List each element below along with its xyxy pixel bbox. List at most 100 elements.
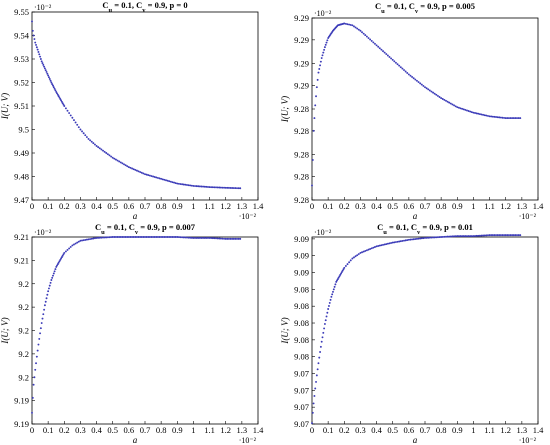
- data-point: [237, 187, 240, 190]
- data-series: [31, 20, 242, 190]
- data-point: [319, 60, 322, 63]
- data-point: [53, 270, 56, 273]
- data-point: [173, 236, 176, 238]
- data-point: [114, 236, 117, 238]
- data-point: [474, 112, 476, 114]
- data-point: [52, 272, 55, 275]
- x-axis-multiplier: ·10⁻²: [239, 436, 257, 445]
- data-point: [42, 313, 45, 316]
- y-tick-label: 9.21: [14, 232, 29, 242]
- data-point: [333, 285, 336, 288]
- data-point: [51, 276, 54, 279]
- data-point: [77, 126, 80, 129]
- x-tick-label: 1.4: [533, 425, 544, 435]
- data-point: [81, 239, 83, 242]
- data-point: [316, 78, 319, 81]
- data-point: [49, 281, 52, 284]
- data-point: [393, 241, 396, 244]
- data-point: [190, 184, 193, 187]
- data-point: [351, 24, 354, 27]
- x-tick-label: 0.5: [107, 425, 118, 435]
- data-point: [490, 115, 493, 118]
- data-point: [337, 276, 340, 279]
- data-point: [226, 186, 229, 189]
- x-tick-label: 1.4: [533, 201, 544, 211]
- data-point: [414, 78, 417, 81]
- x-tick-label: 1: [191, 201, 195, 211]
- data-point: [73, 243, 75, 246]
- data-point: [383, 51, 386, 54]
- data-point: [417, 81, 420, 84]
- data-point: [213, 237, 216, 240]
- data-point: [203, 236, 206, 239]
- title-subscript: v: [142, 7, 146, 14]
- data-point: [195, 185, 198, 188]
- data-point: [134, 236, 137, 238]
- data-point: [485, 114, 488, 117]
- chart-title: Cu = 0.1, Cv = 0.9, p = 0: [102, 0, 187, 14]
- data-point: [436, 236, 439, 239]
- data-point: [221, 186, 224, 189]
- data-point: [456, 106, 459, 109]
- data-point: [61, 102, 64, 105]
- x-tick-label: 0.7: [140, 425, 151, 435]
- data-point: [498, 234, 501, 237]
- data-point: [224, 237, 227, 240]
- data-point: [351, 257, 354, 260]
- data-point: [399, 66, 402, 69]
- data-point: [207, 186, 209, 188]
- data-point: [311, 159, 314, 161]
- data-point: [60, 100, 63, 103]
- data-point: [357, 253, 360, 255]
- data-point: [396, 240, 399, 243]
- data-point: [491, 234, 494, 237]
- data-point: [443, 98, 446, 101]
- y-tick-label: 9.49: [14, 148, 29, 158]
- plot-frame: [311, 17, 539, 201]
- data-point: [487, 114, 489, 117]
- data-point: [216, 237, 219, 240]
- data-point: [168, 236, 171, 238]
- data-point: [36, 349, 39, 352]
- data-point: [507, 117, 510, 120]
- data-point: [386, 242, 389, 245]
- data-point: [336, 278, 339, 281]
- y-tick-label: 9.5: [18, 125, 29, 135]
- data-point: [353, 256, 355, 259]
- y-tick-label: 9.47: [14, 195, 29, 205]
- data-point: [42, 63, 45, 66]
- data-point: [322, 331, 325, 334]
- data-point: [208, 236, 211, 239]
- data-point: [211, 237, 214, 240]
- data-point: [365, 249, 368, 252]
- data-point: [205, 236, 208, 239]
- data-point: [359, 251, 362, 254]
- data-point: [432, 236, 435, 239]
- data-point: [391, 241, 394, 244]
- title-part: = 0.9, p = 0: [146, 0, 188, 10]
- data-point: [56, 263, 59, 266]
- data-point: [446, 100, 449, 103]
- data-point: [514, 117, 517, 120]
- data-point: [415, 79, 418, 82]
- x-tick-label: 0.7: [140, 201, 151, 211]
- data-point: [369, 248, 372, 250]
- plot-frame: [31, 236, 259, 425]
- data-point: [66, 248, 69, 251]
- data-point: [197, 236, 200, 239]
- data-point: [169, 236, 172, 238]
- data-series: [311, 22, 522, 187]
- data-point: [236, 237, 238, 240]
- data-point: [313, 117, 316, 120]
- data-point: [483, 114, 486, 117]
- data-point: [92, 142, 95, 145]
- y-tick-label: 9.07: [294, 402, 309, 412]
- data-point: [485, 234, 488, 237]
- data-point: [374, 246, 376, 248]
- data-point: [54, 89, 57, 92]
- data-point: [62, 253, 65, 256]
- y-tick-label: 9.07: [294, 419, 309, 429]
- y-tick-label: 9.28: [294, 126, 309, 136]
- data-point: [87, 238, 90, 241]
- data-point: [467, 235, 470, 238]
